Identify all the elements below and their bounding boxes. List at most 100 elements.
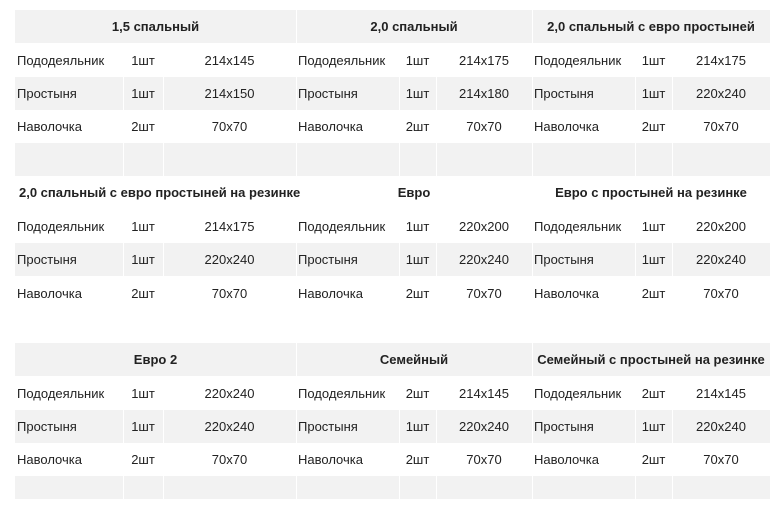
item-quantity: 1шт (405, 86, 430, 101)
item-size: 220x200 (459, 219, 509, 234)
item-name: Наволочка (17, 119, 82, 134)
item-size: 220x240 (696, 419, 746, 434)
item-name: Наволочка (534, 119, 599, 134)
item-quantity: 1шт (131, 386, 155, 401)
item-size: 214x175 (696, 53, 746, 68)
item-size: 214x145 (204, 53, 255, 68)
table-row: Пододеяльник 1шт 214x175 Пододеяльник 1шт 220… (15, 210, 770, 243)
item-quantity: 1шт (405, 252, 430, 267)
item-size: 220x240 (459, 419, 509, 434)
item-name: Наволочка (17, 452, 82, 467)
item-name: Пододеяльник (534, 219, 622, 234)
item-name: Наволочка (534, 452, 599, 467)
table-row: Простыня 1шт 214x150 Простыня 1шт 214x180 Прос… (15, 77, 770, 110)
item-size: 70x70 (703, 119, 739, 134)
item-name: Пододеяльник (17, 386, 105, 401)
group-title: Семейный (379, 352, 449, 367)
table-row: Наволочка 2шт 70x70 Наволочка 2шт 70x70 Наволо… (15, 110, 770, 143)
item-quantity: 2шт (131, 286, 155, 301)
item-name: Простыня (298, 86, 358, 101)
item-quantity: 1шт (405, 219, 430, 234)
item-quantity: 2шт (131, 119, 155, 134)
spacer-row (15, 143, 770, 176)
table-row: Простыня 1шт 220x240 Простыня 1шт 220x240 Прос… (15, 243, 770, 276)
item-quantity: 2шт (641, 386, 666, 401)
item-size: 214x175 (459, 53, 509, 68)
item-size: 220x200 (696, 219, 746, 234)
group-title: 2,0 спальный с евро простыней на резинке (19, 185, 301, 200)
item-size: 70x70 (211, 286, 248, 301)
item-name: Простыня (534, 252, 594, 267)
item-size: 70x70 (703, 452, 739, 467)
item-name: Простыня (298, 419, 358, 434)
table-row: Пододеяльник 1шт 220x240 Пододеяльник 2шт 214… (15, 377, 770, 410)
group-title: Евро 2 (133, 352, 178, 367)
item-quantity: 2шт (405, 286, 430, 301)
group-title: 1,5 спальный (111, 19, 200, 34)
item-size: 70x70 (466, 452, 502, 467)
item-name: Простыня (17, 252, 77, 267)
item-name: Наволочка (534, 286, 599, 301)
item-size: 220x240 (459, 252, 509, 267)
item-quantity: 1шт (405, 53, 430, 68)
header-row: Евро 2 Семейный Семейный с простыней на ре… (15, 343, 770, 376)
item-size: 214x145 (696, 386, 746, 401)
item-name: Пододеяльник (298, 53, 386, 68)
item-name: Простыня (17, 419, 77, 434)
item-size: 214x175 (204, 219, 255, 234)
item-quantity: 1шт (405, 419, 430, 434)
item-size: 220x240 (696, 86, 746, 101)
item-quantity: 1шт (641, 419, 666, 434)
item-quantity: 2шт (641, 452, 666, 467)
item-name: Наволочка (298, 286, 363, 301)
item-name: Простыня (298, 252, 358, 267)
item-name: Пододеяльник (298, 219, 386, 234)
item-size: 70x70 (466, 286, 502, 301)
group-title: 2,0 спальный (370, 19, 458, 34)
item-name: Наволочка (298, 119, 363, 134)
group-title: Семейный с простыней на резинке (537, 352, 765, 367)
item-quantity: 2шт (641, 119, 666, 134)
item-name: Простыня (17, 86, 77, 101)
item-quantity: 1шт (131, 86, 155, 101)
header-row: 1,5 спальный 2,0 спальный 2,0 спальный с е… (15, 10, 770, 43)
item-quantity: 2шт (641, 286, 666, 301)
item-size: 214x145 (459, 386, 509, 401)
item-quantity: 2шт (405, 452, 430, 467)
item-quantity: 1шт (641, 86, 666, 101)
item-quantity: 2шт (131, 452, 155, 467)
group-title: 2,0 спальный с евро простыней (547, 19, 755, 34)
header-row: 2,0 спальный с евро простыней на резинке… (15, 176, 770, 209)
item-quantity: 1шт (131, 219, 155, 234)
table-row: Наволочка 2шт 70x70 Наволочка 2шт 70x70 Наволо… (15, 277, 770, 310)
item-quantity: 1шт (641, 53, 666, 68)
spacer-row (15, 476, 770, 509)
group-title: Евро с простыней на резинке (555, 185, 747, 200)
item-size: 214x180 (459, 86, 509, 101)
item-quantity: 1шт (641, 219, 666, 234)
item-name: Пододеяльник (534, 53, 622, 68)
item-name: Пододеяльник (298, 386, 386, 401)
item-quantity: 1шт (131, 252, 155, 267)
item-name: Простыня (534, 419, 594, 434)
item-quantity: 2шт (405, 386, 430, 401)
item-name: Пододеяльник (534, 386, 622, 401)
table-row: Пододеяльник 1шт 214x145 Пододеяльник 1шт 214… (15, 44, 770, 77)
table-row: Простыня 1шт 220x240 Простыня 1шт 220x240 Прос… (15, 410, 770, 443)
item-size: 70x70 (211, 119, 248, 134)
item-quantity: 1шт (131, 53, 155, 68)
item-size: 70x70 (466, 119, 502, 134)
item-size: 220x240 (204, 419, 255, 434)
item-size: 70x70 (211, 452, 248, 467)
table-row: Наволочка 2шт 70x70 Наволочка 2шт 70x70 Наволо… (15, 443, 770, 476)
group-title: Евро (397, 185, 431, 200)
item-size: 70x70 (703, 286, 739, 301)
item-size: 220x240 (204, 386, 255, 401)
item-name: Пододеяльник (17, 53, 105, 68)
item-name: Простыня (534, 86, 594, 101)
item-quantity: 1шт (641, 252, 666, 267)
item-size: 214x150 (204, 86, 255, 101)
item-name: Наволочка (298, 452, 363, 467)
item-size: 220x240 (696, 252, 746, 267)
item-name: Пододеяльник (17, 219, 105, 234)
